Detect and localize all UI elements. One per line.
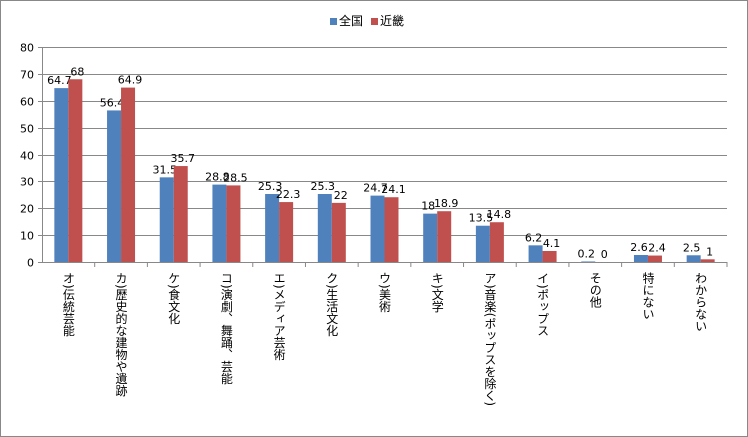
bar-kinki (437, 211, 452, 262)
legend: 全国 近畿 (330, 12, 404, 29)
data-label: 68 (70, 65, 84, 78)
bar-national (581, 261, 596, 262)
x-tick-label: ア)音楽(ポップスを除く) (482, 272, 497, 407)
bar-kinki (700, 259, 715, 262)
bar-kinki (542, 250, 557, 262)
y-tick-label: 30 (20, 176, 34, 189)
data-label: 4.1 (543, 237, 561, 250)
y-tick-label: 40 (20, 150, 34, 163)
x-tick-label: ク)生活文化 (324, 272, 339, 337)
bar-kinki (226, 185, 241, 262)
data-label: 64.9 (118, 74, 143, 87)
data-label: 25.3 (258, 180, 283, 193)
y-tick-label: 70 (20, 69, 34, 82)
bar-national (54, 88, 69, 263)
bar-national (633, 255, 648, 262)
bar-national (370, 195, 385, 262)
bar-kinki (279, 202, 294, 262)
data-label: 64.7 (47, 74, 72, 87)
data-label: 31.5 (152, 163, 177, 176)
y-tick-label: 10 (20, 230, 34, 243)
data-label: 0 (601, 248, 608, 261)
bar-kinki (68, 79, 83, 262)
y-tick-label: 0 (27, 257, 34, 270)
bar-kinki (647, 255, 662, 262)
x-tick-label: その他 (588, 272, 603, 308)
data-label: 25.3 (311, 180, 336, 193)
legend-swatch (330, 18, 337, 25)
data-label: 2.5 (683, 241, 701, 254)
x-tick-label: わからない (693, 272, 708, 332)
legend-label: 全国 (339, 14, 364, 28)
legend-label: 近畿 (380, 14, 405, 28)
bar-national (212, 184, 227, 262)
x-tick-label: イ)ポップス (535, 272, 550, 337)
bar-kinki (173, 166, 188, 262)
bar-national (107, 110, 122, 262)
data-label: 24.7 (363, 182, 388, 195)
data-label: 2.4 (648, 242, 666, 255)
bar-kinki (121, 87, 136, 262)
y-tick-label: 60 (20, 96, 34, 109)
bar-national (265, 194, 280, 262)
x-tick-label: ウ)美術 (377, 272, 392, 313)
data-label: 6.2 (525, 231, 543, 244)
data-label: 28.5 (223, 171, 248, 184)
x-tick-label: コ)演劇、舞踊、芸能 (219, 272, 234, 385)
data-label: 13.5 (469, 212, 494, 225)
data-label: 56.4 (100, 96, 125, 109)
data-label: 18.9 (434, 197, 459, 210)
data-label: 24.1 (381, 183, 406, 196)
legend-item-national: 全国 (330, 12, 363, 29)
x-tick-label: オ)伝統芸能 (61, 272, 76, 337)
bar-national (475, 225, 490, 262)
data-label: 22.3 (276, 188, 301, 201)
data-label: 14.8 (487, 208, 512, 221)
bar-kinki (489, 222, 504, 262)
data-label: 0.2 (578, 247, 596, 260)
data-label: 28.8 (205, 171, 230, 184)
x-tick-label: キ)文学 (430, 272, 445, 313)
bar-national (317, 194, 332, 262)
legend-swatch (371, 18, 379, 25)
x-tick-label: ケ)食文化 (166, 272, 181, 325)
bar-national (159, 177, 174, 262)
data-label: 35.7 (170, 152, 195, 165)
bar-national (423, 213, 438, 262)
data-label: 1 (706, 245, 713, 258)
bar-kinki (331, 202, 346, 262)
x-tick-label: 特にない (640, 272, 655, 320)
y-tick-label: 50 (20, 123, 34, 136)
bar-national (686, 255, 701, 262)
data-label: 2.6 (630, 241, 648, 254)
legend-item-kinki: 近畿 (371, 12, 404, 29)
x-tick-label: エ)メディア芸術 (272, 272, 287, 361)
y-tick-label: 20 (20, 203, 34, 216)
bar-kinki (384, 197, 399, 262)
y-tick-label: 80 (20, 42, 34, 55)
bar-national (528, 245, 543, 262)
x-tick-label: カ)歴史的な建物や遺跡 (114, 272, 129, 397)
data-label: 22 (334, 189, 348, 202)
data-label: 18 (421, 200, 435, 213)
